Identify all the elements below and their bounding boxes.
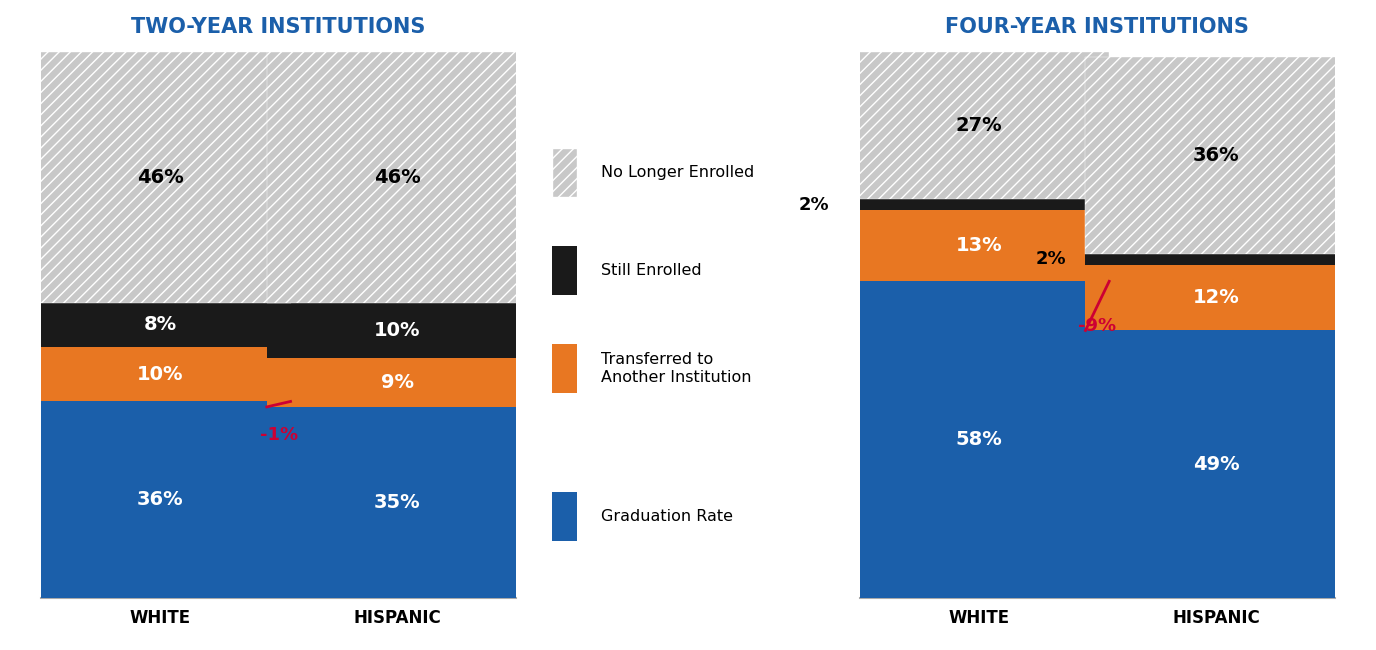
Text: 13%: 13%	[955, 237, 1002, 255]
Text: 10%: 10%	[374, 321, 421, 340]
Bar	[1086, 330, 1347, 598]
Text: 8%: 8%	[143, 315, 176, 335]
Bar	[267, 52, 528, 303]
Bar	[267, 358, 528, 407]
Text: 49%: 49%	[1193, 455, 1240, 474]
Text: 9%: 9%	[381, 373, 414, 392]
Title: TWO-YEAR INSTITUTIONS: TWO-YEAR INSTITUTIONS	[132, 16, 425, 36]
Text: 2%: 2%	[1036, 250, 1066, 268]
Bar	[29, 402, 290, 598]
Text: 46%: 46%	[374, 168, 421, 187]
Text: Transferred to
Another Institution: Transferred to Another Institution	[601, 352, 751, 385]
FancyBboxPatch shape	[552, 148, 577, 197]
Bar	[1086, 57, 1347, 254]
Text: 27%: 27%	[955, 116, 1002, 135]
FancyBboxPatch shape	[552, 344, 577, 393]
Text: 46%: 46%	[136, 168, 183, 187]
Bar	[29, 52, 290, 303]
Text: 58%: 58%	[955, 430, 1002, 449]
Text: 12%: 12%	[1193, 288, 1240, 307]
FancyBboxPatch shape	[552, 491, 577, 541]
Text: 2%: 2%	[798, 196, 830, 214]
Text: 35%: 35%	[374, 493, 421, 512]
Bar	[848, 52, 1109, 200]
Title: FOUR-YEAR INSTITUTIONS: FOUR-YEAR INSTITUTIONS	[945, 16, 1249, 36]
Text: Graduation Rate: Graduation Rate	[601, 508, 732, 524]
Bar	[267, 303, 528, 358]
Bar	[29, 347, 290, 402]
Text: -9%: -9%	[1079, 317, 1116, 335]
Bar	[1086, 265, 1347, 330]
Text: Still Enrolled: Still Enrolled	[601, 263, 702, 278]
Text: 36%: 36%	[1193, 146, 1240, 165]
Bar	[848, 211, 1109, 281]
Bar	[267, 407, 528, 598]
Bar	[848, 281, 1109, 598]
Bar	[1086, 254, 1347, 265]
FancyBboxPatch shape	[552, 246, 577, 295]
Text: 36%: 36%	[136, 490, 183, 509]
Text: 10%: 10%	[136, 365, 183, 384]
Text: No Longer Enrolled: No Longer Enrolled	[601, 164, 754, 179]
Bar	[29, 303, 290, 347]
Text: -1%: -1%	[260, 426, 297, 444]
Bar	[848, 200, 1109, 211]
